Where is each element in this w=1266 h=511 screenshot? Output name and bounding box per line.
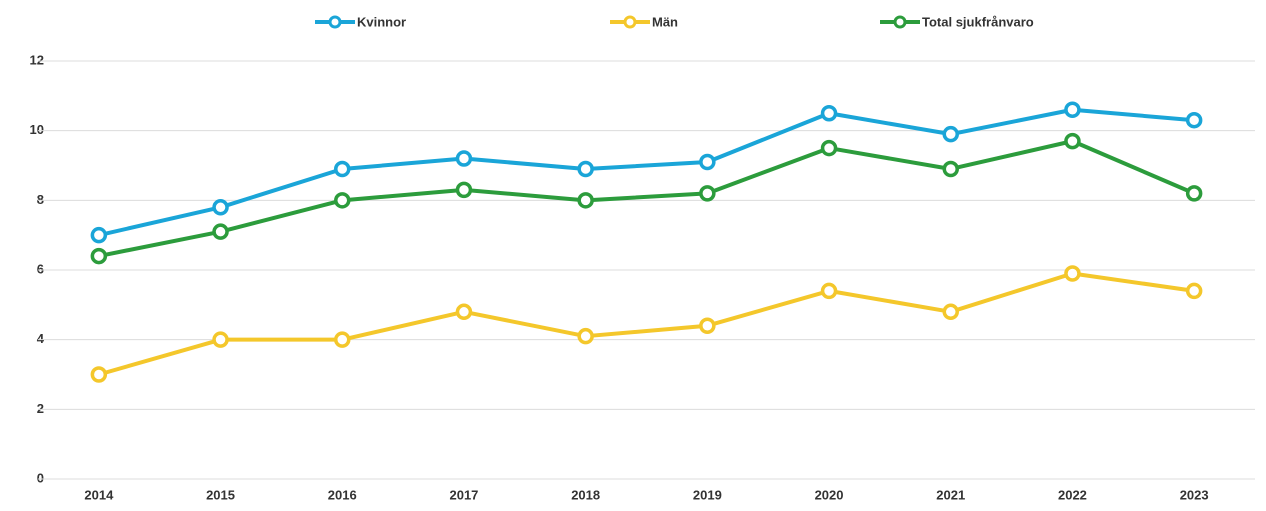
series-line <box>98 139 1195 259</box>
point <box>1185 282 1203 300</box>
x-tick-label: 2023 <box>1180 487 1209 502</box>
series-line <box>98 271 1195 377</box>
point <box>1064 265 1081 282</box>
legend-label: Total sjukfrånvaro <box>922 14 1034 29</box>
point <box>820 282 838 300</box>
point <box>90 366 108 383</box>
point <box>455 303 473 321</box>
point <box>1185 111 1203 129</box>
point <box>455 181 473 199</box>
y-tick-label: 0 <box>37 470 44 485</box>
point <box>90 247 108 265</box>
x-tick-label: 2018 <box>571 487 600 502</box>
y-tick-label: 12 <box>30 52 44 67</box>
y-tick-label: 10 <box>30 122 44 137</box>
legend-marker <box>328 15 342 29</box>
point <box>90 226 108 244</box>
y-tick-label: 2 <box>37 401 44 416</box>
point <box>942 125 959 143</box>
point <box>699 185 716 202</box>
point <box>334 160 351 178</box>
point <box>212 199 229 216</box>
point <box>577 192 594 209</box>
x-tick-label: 2021 <box>936 487 965 502</box>
point <box>1185 185 1203 202</box>
x-tick-label: 2015 <box>206 487 235 502</box>
x-tick-label: 2019 <box>693 487 722 502</box>
x-tick-label: 2020 <box>815 487 844 502</box>
x-tick-label: 2017 <box>449 487 478 502</box>
series-line <box>98 107 1195 238</box>
y-tick-label: 4 <box>37 331 45 346</box>
point <box>699 317 716 334</box>
legend-marker <box>893 15 907 29</box>
point <box>212 331 229 348</box>
point <box>455 150 473 167</box>
point <box>577 327 594 345</box>
y-tick-label: 8 <box>37 192 44 207</box>
legend-marker <box>623 15 637 29</box>
point <box>1064 132 1081 150</box>
point <box>334 331 351 348</box>
x-tick-label: 2016 <box>328 487 357 502</box>
legend-label: Kvinnor <box>357 14 406 29</box>
point <box>820 105 838 122</box>
legend-label: Män <box>652 14 678 29</box>
point <box>1064 101 1081 119</box>
point <box>577 160 594 178</box>
x-tick-label: 2022 <box>1058 487 1087 502</box>
point <box>820 139 838 157</box>
x-tick-label: 2014 <box>84 487 114 502</box>
point <box>212 223 229 240</box>
point <box>942 160 959 178</box>
point <box>334 192 351 209</box>
point <box>942 303 959 321</box>
point <box>699 153 716 171</box>
y-tick-label: 6 <box>37 261 44 276</box>
